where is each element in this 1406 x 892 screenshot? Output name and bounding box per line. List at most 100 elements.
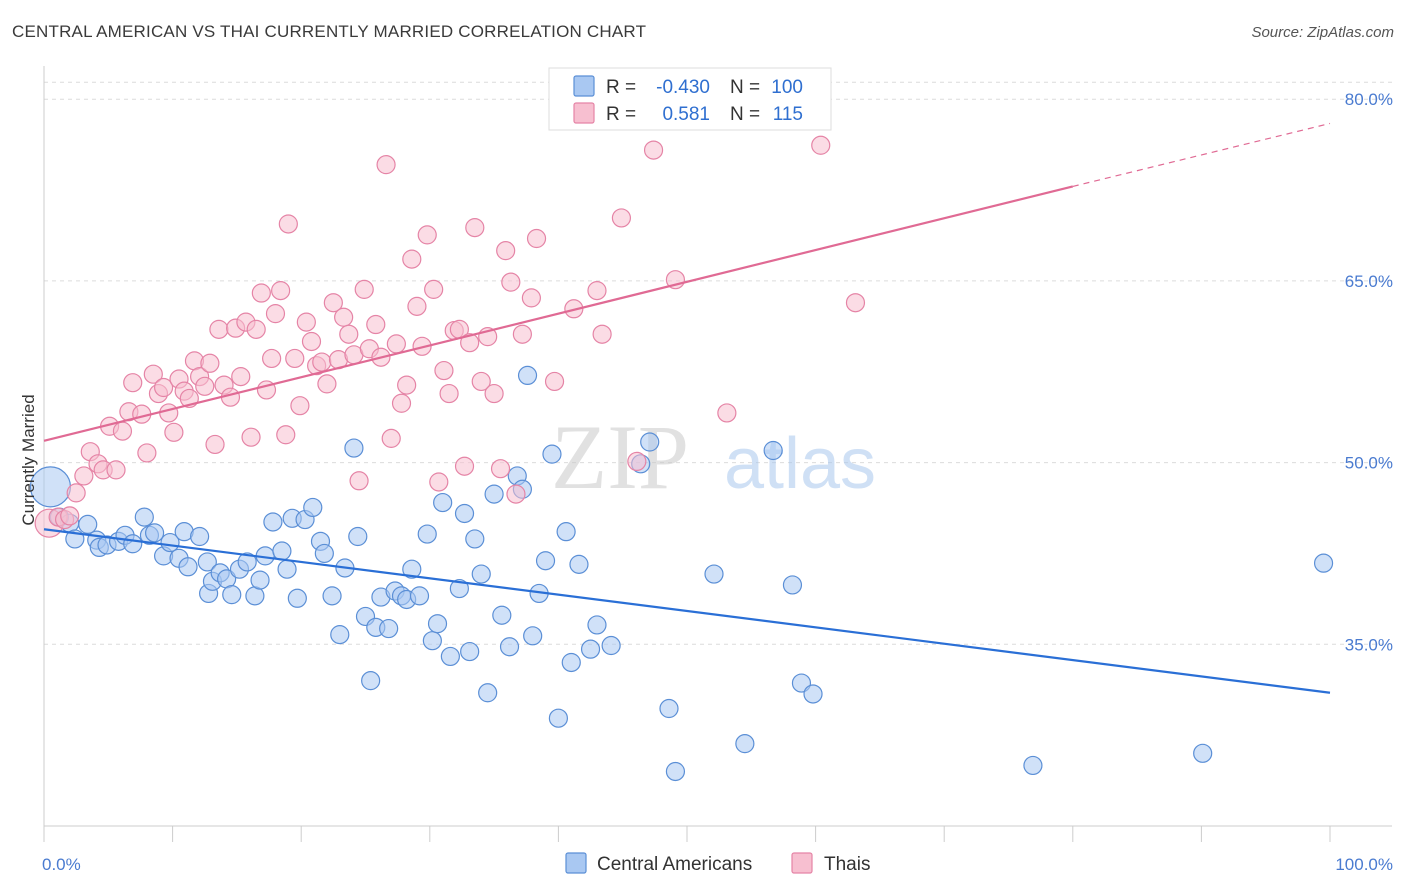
thai-point (60, 506, 80, 526)
thai-point (366, 314, 386, 335)
central-point (409, 586, 430, 606)
thai-point (643, 140, 664, 160)
central-point (569, 554, 589, 574)
chart-source: Source: ZipAtlas.com (1251, 24, 1394, 41)
thai-point (439, 383, 459, 404)
bottom-legend-label-thai: Thais (824, 854, 870, 875)
thai-point (262, 348, 282, 369)
central-point (303, 497, 323, 518)
thai-point (74, 466, 94, 486)
thai-point (627, 451, 647, 472)
central-point (1313, 553, 1334, 573)
central-point (1023, 755, 1043, 776)
thai-point (386, 334, 406, 354)
legend-n-label: N = (730, 104, 760, 125)
central-point (287, 588, 307, 608)
watermark: ZIP atlas (551, 406, 876, 508)
central-point (499, 637, 520, 657)
thai-point (407, 296, 427, 316)
y-tick-label: 35.0% (1345, 635, 1393, 654)
thai-point (143, 364, 163, 384)
thai-point (391, 393, 412, 413)
thai-point (471, 371, 491, 392)
central-point (422, 631, 442, 651)
central-point (601, 635, 621, 656)
legend-n-value: 115 (773, 104, 803, 125)
thai-point (544, 371, 565, 392)
thai-point (490, 459, 511, 479)
central-point (535, 551, 556, 571)
watermark-atlas: atlas (724, 424, 876, 504)
thai-point (312, 352, 332, 372)
central-point (433, 492, 453, 513)
central-point (735, 734, 755, 754)
bottom-legend-label-central: Central Americans (597, 854, 752, 875)
thai-point (376, 155, 396, 175)
thai-point (265, 304, 286, 324)
bottom-legend: Central Americans Thais (565, 852, 870, 875)
central-point (361, 671, 381, 691)
watermark-zip: ZIP (551, 406, 689, 508)
thai-point (241, 427, 261, 447)
thai-point (424, 279, 444, 299)
central-point (460, 641, 480, 662)
central-point (348, 526, 368, 547)
trend-line-central (43, 528, 1331, 694)
trend-line-thai-extension (1072, 122, 1331, 188)
central-point (178, 557, 198, 577)
series-central-americans (29, 365, 1334, 782)
legend-n-label: N = (730, 77, 760, 98)
central-point (440, 646, 460, 667)
legend-r-value: 0.581 (662, 104, 710, 125)
central-point (222, 585, 242, 605)
legend-swatch-central (573, 75, 595, 97)
central-point (640, 432, 660, 452)
thai-point (526, 228, 547, 249)
thai-point (271, 281, 291, 301)
y-tick-labels: 35.0% 50.0% 65.0% 80.0% (1345, 90, 1393, 654)
trend-lines (43, 122, 1331, 694)
y-tick-label: 65.0% (1345, 272, 1393, 291)
thai-point (66, 483, 86, 503)
thai-point (484, 383, 504, 404)
central-point (492, 605, 512, 625)
central-point (454, 503, 475, 524)
thai-point (209, 319, 229, 339)
thai-point (339, 324, 359, 344)
thai-point (334, 307, 354, 327)
thai-point (512, 324, 532, 344)
thai-point (106, 460, 126, 480)
thai-point (496, 241, 516, 261)
central-point (78, 514, 98, 534)
x-tick-label: 0.0% (42, 855, 81, 874)
central-point (160, 532, 180, 553)
y-tick-label: 50.0% (1345, 454, 1393, 473)
central-point (277, 559, 297, 579)
thai-point (159, 403, 179, 423)
legend-box (548, 67, 832, 131)
thai-point (354, 279, 374, 299)
x-tick-label: 100.0% (1335, 855, 1393, 874)
central-point (587, 615, 607, 635)
thai-point (123, 373, 143, 393)
thai-point (301, 331, 322, 352)
central-point (782, 575, 803, 595)
central-point (263, 512, 283, 532)
central-point (123, 534, 143, 554)
legend-n-value: 100 (771, 77, 803, 98)
thai-point (506, 484, 526, 504)
y-tick-label: 80.0% (1345, 90, 1393, 109)
central-point (344, 438, 364, 458)
central-point (561, 652, 581, 673)
thai-point (296, 312, 316, 332)
thai-point (137, 443, 157, 463)
central-point (402, 559, 422, 579)
central-point (465, 529, 485, 549)
central-point (190, 526, 210, 547)
central-point (330, 625, 350, 645)
central-point (272, 541, 292, 561)
central-point (427, 614, 448, 634)
thai-point (349, 471, 369, 491)
central-point (484, 484, 504, 504)
trend-line-thai (43, 185, 1074, 442)
